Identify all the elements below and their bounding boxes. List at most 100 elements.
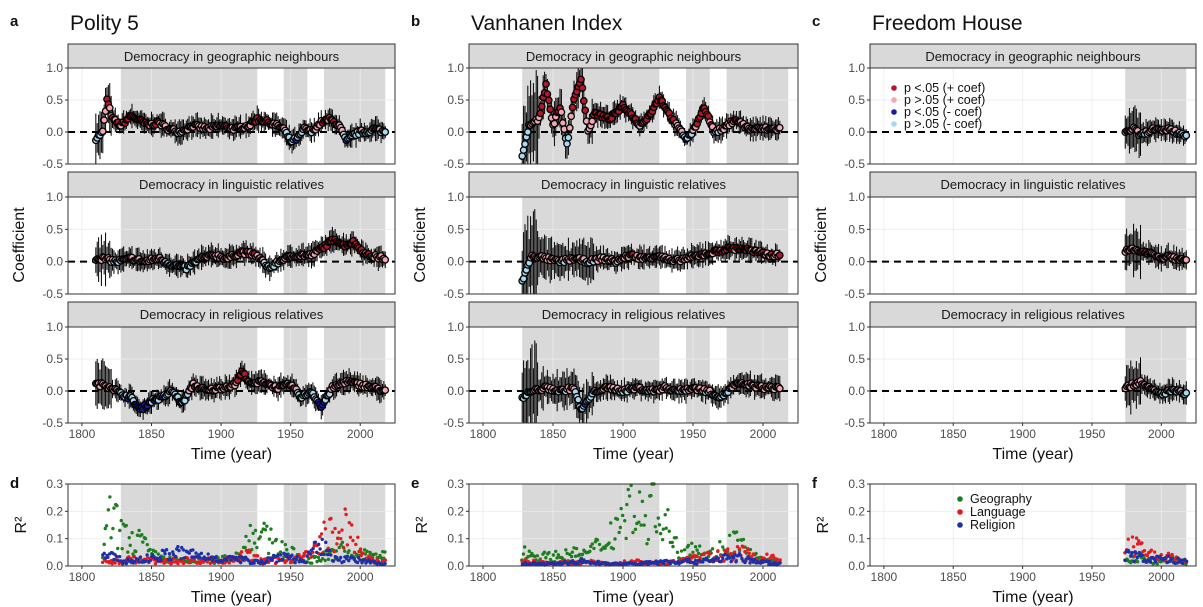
y-tick-label: 0.2 — [46, 504, 63, 518]
r2-point — [130, 531, 133, 534]
r2-point — [106, 556, 109, 559]
r2-point — [719, 560, 722, 563]
r2-point — [638, 490, 641, 493]
y-tick-label: -0.5 — [42, 416, 63, 430]
r2-point — [1150, 548, 1153, 551]
r2-point — [265, 525, 268, 528]
coef-point — [520, 147, 526, 153]
r2-point — [200, 552, 203, 555]
r2-point — [340, 528, 343, 531]
r2-point — [1136, 542, 1139, 545]
r2-point — [778, 561, 781, 564]
shaded-period — [1125, 68, 1186, 164]
r2-point — [317, 543, 320, 546]
r2-point — [146, 543, 149, 546]
r2-point — [647, 538, 650, 541]
r2-point — [544, 556, 547, 559]
r2-point — [343, 549, 346, 552]
r2-point — [666, 508, 669, 511]
coef-point — [101, 117, 107, 123]
r2-point — [698, 544, 701, 547]
r2-point — [174, 555, 177, 558]
r2-point — [211, 559, 214, 562]
r2-point — [718, 540, 721, 543]
r2-point — [1170, 557, 1173, 560]
r2-point — [284, 543, 287, 546]
coef-point — [519, 153, 525, 159]
r2-point — [721, 545, 724, 548]
r2-point — [687, 544, 690, 547]
x-tick-label: 1900 — [1009, 570, 1036, 584]
r2-point — [349, 536, 352, 539]
coef-point — [777, 124, 783, 130]
x-tick-label: 1850 — [940, 427, 967, 441]
y-tick-label: -0.5 — [844, 287, 865, 301]
r2-point — [383, 562, 386, 565]
x-tick-label: 1850 — [940, 570, 967, 584]
r2-point — [317, 556, 320, 559]
r2-point — [716, 550, 719, 553]
coef-point — [107, 105, 113, 111]
r2-point — [649, 494, 652, 497]
r2-point — [119, 559, 122, 562]
r2-point — [619, 526, 622, 529]
r2-point — [120, 547, 123, 550]
r2-point — [156, 559, 159, 562]
y-axis-label: R² — [414, 516, 431, 534]
r2-point — [628, 494, 631, 497]
r2-point — [1131, 535, 1134, 538]
coef-point — [100, 128, 106, 134]
r2-point — [675, 536, 678, 539]
panel-e-facet-0: 0.0 0.1 0.2 0.3 1800 1850 1900 1950 2000 — [447, 477, 798, 584]
r2-point — [728, 534, 731, 537]
r2-point — [337, 531, 340, 534]
r2-point — [309, 555, 312, 558]
r2-point — [753, 558, 756, 561]
r2-point — [163, 552, 166, 555]
x-axis-label: Time (year) — [191, 446, 272, 463]
r2-point — [742, 538, 745, 541]
r2-point — [309, 552, 312, 555]
y-tick-label: 0.0 — [447, 384, 464, 398]
coef-point — [777, 385, 783, 391]
r2-point — [112, 558, 115, 561]
r2-point — [137, 529, 140, 532]
x-tick-label: 1950 — [277, 570, 304, 584]
r2-point — [259, 535, 262, 538]
y-tick-label: 0.5 — [848, 352, 865, 366]
r2-point — [644, 514, 647, 517]
r2-point — [254, 529, 257, 532]
r2-point — [310, 561, 313, 564]
r2-point — [1167, 554, 1170, 557]
y-tick-label: 1.0 — [46, 320, 63, 334]
coef-point — [589, 118, 595, 124]
r2-point — [671, 541, 674, 544]
r2-point — [280, 540, 283, 543]
r2-point — [351, 539, 354, 542]
r2-point — [144, 559, 147, 562]
panel-title: Vanhanen Index — [471, 12, 623, 35]
r2-point — [555, 556, 558, 559]
r2-point — [547, 551, 550, 554]
r2-point — [347, 549, 350, 552]
r2-point — [690, 542, 693, 545]
r2-point — [1134, 551, 1137, 554]
y-axis-label: Coefficient — [412, 207, 429, 283]
r2-point — [183, 556, 186, 559]
panel-letter: d — [10, 475, 19, 492]
r2-point — [571, 550, 574, 553]
facet-strip-label: Democracy in linguistic relatives — [941, 177, 1126, 192]
r2-point — [326, 553, 329, 556]
r2-point — [543, 551, 546, 554]
r2-point — [186, 557, 189, 560]
coef-point — [544, 91, 550, 97]
x-tick-label: 1800 — [69, 570, 96, 584]
y-axis-label: Coefficient — [11, 207, 28, 283]
panel-letter: f — [812, 475, 818, 492]
y-tick-label: -0.5 — [844, 157, 865, 171]
r2-point — [285, 548, 288, 551]
panel-b-facet-1: -0.5 0.0 0.5 1.0 — [443, 190, 798, 301]
y-tick-label: 0.0 — [848, 384, 865, 398]
r2-point — [182, 562, 185, 565]
r2-point — [279, 553, 282, 556]
